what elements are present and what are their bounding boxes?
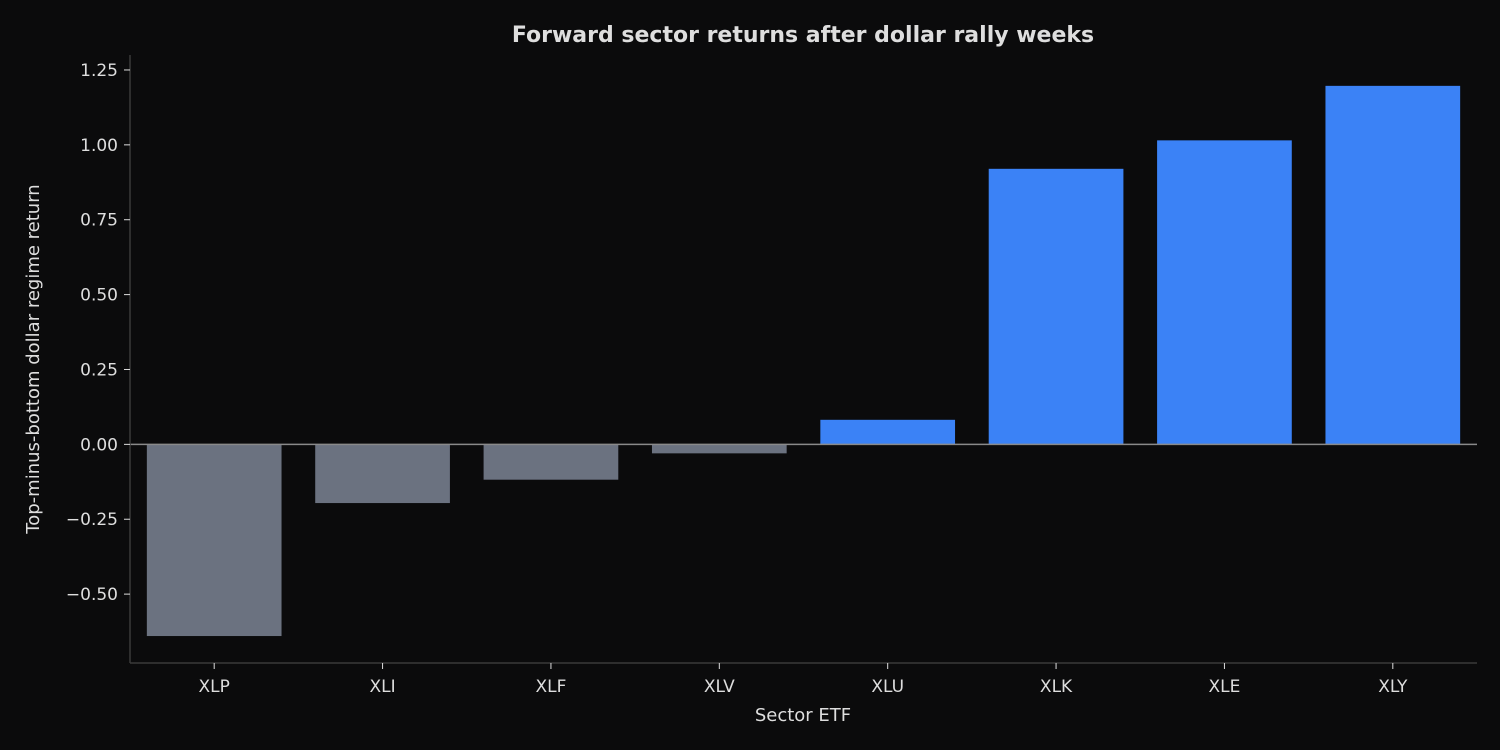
- x-axis-label: Sector ETF: [755, 705, 851, 726]
- bar-xli: [315, 444, 450, 504]
- bars-group: [146, 85, 1461, 637]
- y-axis-label: Top-minus-bottom dollar regime return: [23, 184, 44, 534]
- plot-area: −0.50−0.250.000.250.500.751.001.25 XLP XL…: [66, 55, 1477, 697]
- x-ticks-group: XLP XLI XLF XLV XLU XLK XLE XLY: [199, 663, 1408, 697]
- bar-xly: [1325, 85, 1461, 445]
- bar-xlf: [483, 444, 619, 480]
- bar-xlk: [988, 168, 1124, 445]
- y-tick-label: −0.25: [66, 510, 118, 530]
- y-tick-label: 0.00: [80, 435, 118, 455]
- x-tick-label: XLP: [199, 677, 230, 697]
- x-tick-label: XLE: [1209, 677, 1241, 697]
- x-tick-label: XLV: [704, 677, 735, 697]
- y-tick-label: −0.50: [66, 585, 118, 605]
- y-tick-label: 0.25: [80, 360, 118, 380]
- x-tick-label: XLY: [1378, 677, 1408, 697]
- x-tick-label: XLF: [535, 677, 566, 697]
- x-tick-label: XLK: [1040, 677, 1073, 697]
- y-tick-label: 1.00: [80, 136, 118, 156]
- bar-xlv: [651, 444, 787, 454]
- bar-xlu: [820, 419, 956, 445]
- y-ticks-group: −0.50 −0.25 0.00 0.25 0.50 0.75 1.00 1.25: [66, 61, 130, 605]
- y-tick-label: 0.75: [80, 211, 118, 231]
- bar-xle: [1157, 140, 1292, 445]
- y-tick-label: 1.25: [80, 61, 118, 81]
- chart-title: Forward sector returns after dollar rall…: [512, 23, 1094, 48]
- x-tick-label: XLI: [369, 677, 395, 697]
- y-tick-label: 0.50: [80, 286, 118, 306]
- bar-xlp: [146, 444, 282, 637]
- x-tick-label: XLU: [871, 677, 904, 697]
